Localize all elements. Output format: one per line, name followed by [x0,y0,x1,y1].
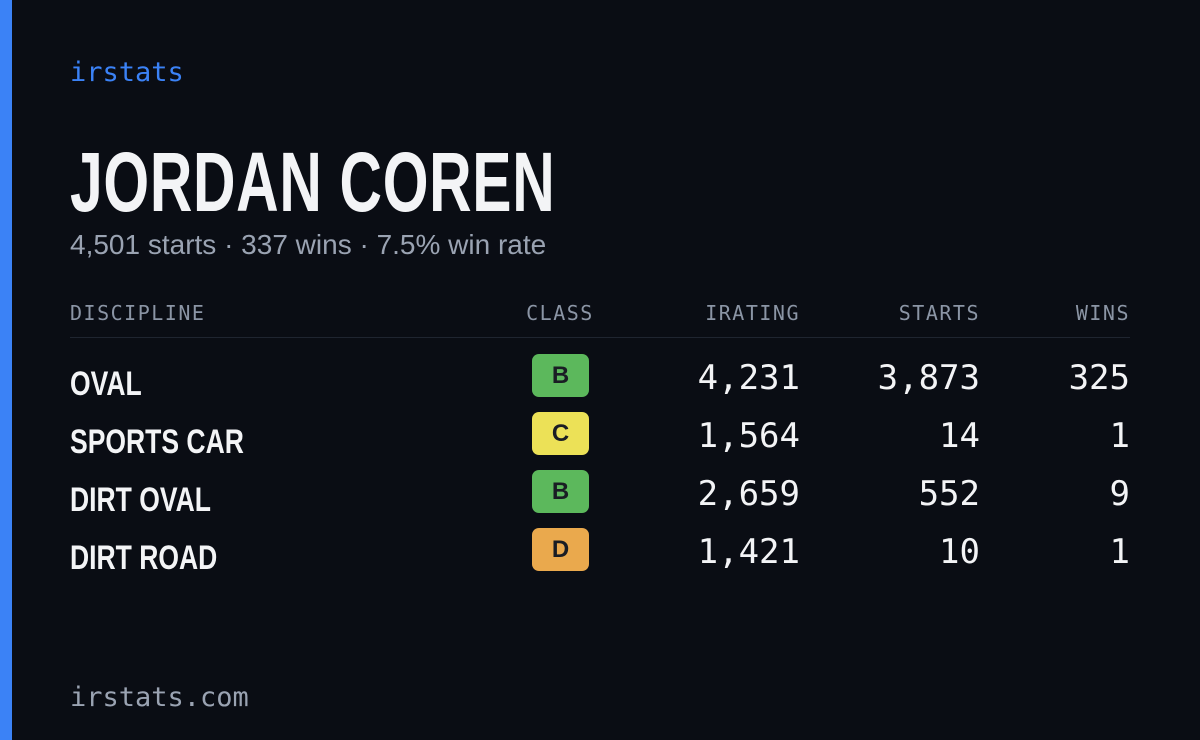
footer-site: irstats.com [70,682,249,713]
class-badge: B [532,470,589,513]
starts: 14 [939,416,980,456]
column-header: IRATING [705,301,800,325]
driver-name: JORDAN COREN [70,135,556,229]
irating: 1,421 [697,532,800,572]
column-header: WINS [1075,301,1130,325]
discipline: DIRT ROAD [70,539,218,577]
irating: 1,564 [697,416,800,456]
brand: irstats [70,57,184,88]
accent-bar [0,0,12,740]
class-badge: B [532,354,589,397]
column-header: DISCIPLINE [70,301,206,325]
discipline: DIRT OVAL [70,481,211,519]
discipline: OVAL [70,365,142,403]
wins: 325 [1068,358,1130,398]
irating: 2,659 [697,474,800,514]
wins: 1 [1109,532,1130,572]
class-badge: C [532,412,589,455]
column-header: CLASS [526,301,594,325]
column-header: STARTS [898,301,980,325]
divider [70,337,1130,338]
starts: 10 [939,532,980,572]
wins: 9 [1109,474,1130,514]
starts: 3,873 [877,358,980,398]
summary: 4,501 starts · 337 wins · 7.5% win rate [70,229,547,260]
starts: 552 [918,474,980,514]
discipline: SPORTS CAR [70,423,244,461]
class-badge: D [532,528,589,571]
wins: 1 [1109,416,1130,456]
irating: 4,231 [697,358,800,398]
